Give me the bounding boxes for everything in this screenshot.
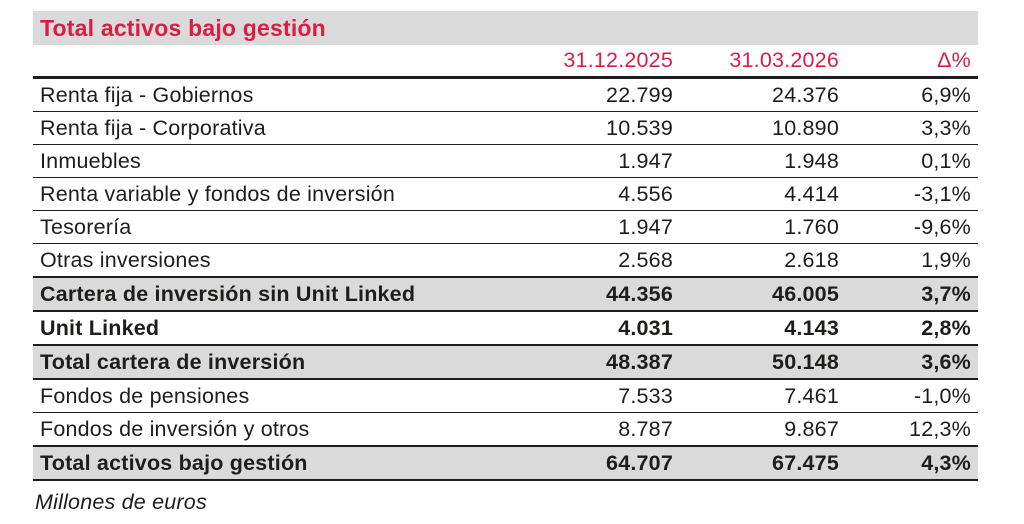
- value-prev-cell: 44.356: [493, 276, 673, 312]
- value-curr-cell: 46.005: [673, 276, 839, 312]
- value-curr-cell: 4.143: [673, 310, 839, 346]
- delta-cell: 3,3%: [839, 111, 978, 145]
- value-curr-cell: 10.890: [673, 111, 839, 145]
- delta-cell: 3,6%: [839, 344, 978, 380]
- table-row: Fondos de pensiones 7.533 7.461 -1,0%: [33, 379, 978, 413]
- row-label-cell: Otras inversiones: [33, 243, 493, 278]
- row-label-cell: Renta variable y fondos de inversión: [33, 177, 493, 211]
- value-curr-cell: 9.867: [673, 412, 839, 447]
- unit-footnote: Millones de euros: [35, 490, 207, 514]
- row-label-cell: Inmuebles: [33, 144, 493, 178]
- table-row: Cartera de inversión sin Unit Linked 44.…: [33, 276, 978, 312]
- row-label-cell: Tesorería: [33, 210, 493, 244]
- table-row: Total activos bajo gestión 64.707 67.475…: [33, 445, 978, 481]
- row-label-cell: Total activos bajo gestión: [33, 445, 493, 481]
- delta-cell: 4,3%: [839, 445, 978, 481]
- value-curr-cell: 1.948: [673, 144, 839, 178]
- value-prev-cell: 10.539: [493, 111, 673, 145]
- value-curr-cell: 7.461: [673, 379, 839, 413]
- table-row: Tesorería 1.947 1.760 -9,6%: [33, 210, 978, 244]
- table-row: Renta variable y fondos de inversión 4.5…: [33, 177, 978, 211]
- header-col-delta: Δ%: [839, 45, 978, 79]
- row-label-cell: Fondos de inversión y otros: [33, 412, 493, 447]
- header-label-spacer: [33, 45, 493, 79]
- table-row: Total cartera de inversión 48.387 50.148…: [33, 344, 978, 380]
- value-curr-cell: 4.414: [673, 177, 839, 211]
- value-prev-cell: 48.387: [493, 344, 673, 380]
- value-curr-cell: 67.475: [673, 445, 839, 481]
- value-curr-cell: 50.148: [673, 344, 839, 380]
- delta-cell: 12,3%: [839, 412, 978, 447]
- table-row: Unit Linked 4.031 4.143 2,8%: [33, 310, 978, 346]
- delta-cell: -3,1%: [839, 177, 978, 211]
- header-row: 31.12.2025 31.03.2026 Δ%: [33, 45, 978, 79]
- delta-cell: 1,9%: [839, 243, 978, 278]
- assets-under-management-table: 31.12.2025 31.03.2026 Δ% Renta fija - Go…: [33, 45, 978, 481]
- table-row: Inmuebles 1.947 1.948 0,1%: [33, 144, 978, 178]
- row-label-cell: Renta fija - Corporativa: [33, 111, 493, 145]
- value-curr-cell: 1.760: [673, 210, 839, 244]
- table-title-bar: Total activos bajo gestión: [33, 11, 978, 45]
- row-label-cell: Renta fija - Gobiernos: [33, 77, 493, 112]
- header-col-curr-date: 31.03.2026: [673, 45, 839, 79]
- table-row: Otras inversiones 2.568 2.618 1,9%: [33, 243, 978, 278]
- delta-cell: -9,6%: [839, 210, 978, 244]
- delta-cell: 2,8%: [839, 310, 978, 346]
- value-prev-cell: 7.533: [493, 379, 673, 413]
- value-curr-cell: 24.376: [673, 77, 839, 112]
- delta-cell: -1,0%: [839, 379, 978, 413]
- delta-cell: 6,9%: [839, 77, 978, 112]
- delta-cell: 0,1%: [839, 144, 978, 178]
- header-col-prev-date: 31.12.2025: [493, 45, 673, 79]
- table-row: Renta fija - Corporativa 10.539 10.890 3…: [33, 111, 978, 145]
- value-prev-cell: 4.556: [493, 177, 673, 211]
- row-label-cell: Fondos de pensiones: [33, 379, 493, 413]
- row-label-cell: Cartera de inversión sin Unit Linked: [33, 276, 493, 312]
- value-prev-cell: 1.947: [493, 144, 673, 178]
- value-prev-cell: 2.568: [493, 243, 673, 278]
- table-title: Total activos bajo gestión: [40, 14, 326, 41]
- table-body: Renta fija - Gobiernos 22.799 24.376 6,9…: [33, 77, 978, 481]
- table-row: Fondos de inversión y otros 8.787 9.867 …: [33, 412, 978, 447]
- value-prev-cell: 8.787: [493, 412, 673, 447]
- row-label-cell: Total cartera de inversión: [33, 344, 493, 380]
- delta-cell: 3,7%: [839, 276, 978, 312]
- value-prev-cell: 4.031: [493, 310, 673, 346]
- value-prev-cell: 22.799: [493, 77, 673, 112]
- value-prev-cell: 64.707: [493, 445, 673, 481]
- value-prev-cell: 1.947: [493, 210, 673, 244]
- value-curr-cell: 2.618: [673, 243, 839, 278]
- table-row: Renta fija - Gobiernos 22.799 24.376 6,9…: [33, 77, 978, 112]
- row-label-cell: Unit Linked: [33, 310, 493, 346]
